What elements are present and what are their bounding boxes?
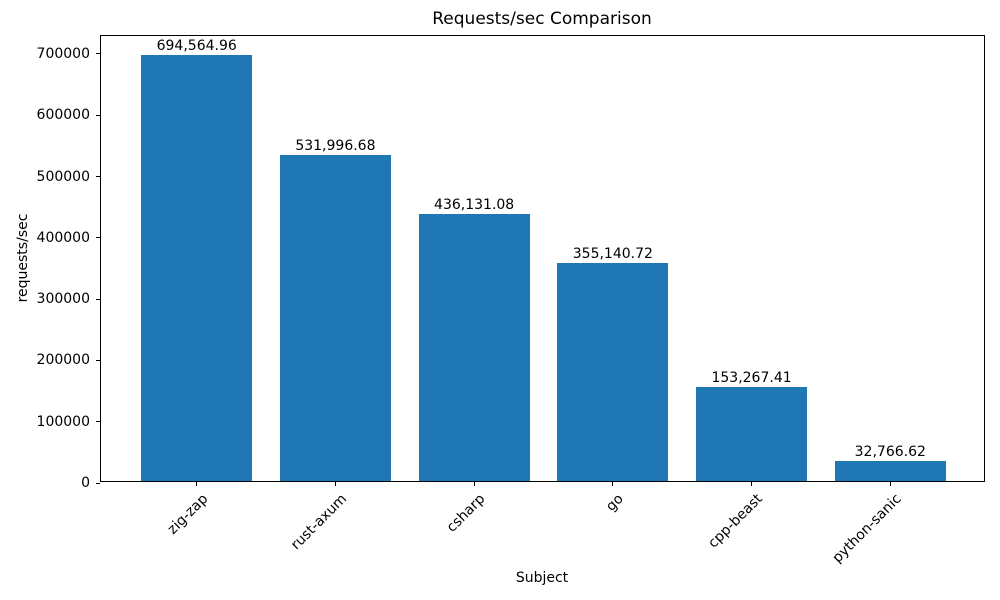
bar-rust-axum [279,154,391,481]
x-tick-label-go: go [603,491,628,515]
x-tick-label-python-sanic: python-sanic [829,491,905,567]
bar-value-label: 436,131.08 [434,196,515,213]
x-tick-label-rust-axum: rust-axum [287,491,350,554]
y-tick-label: 500000 [36,168,90,185]
y-tick-mark [96,482,100,484]
y-tick-label: 100000 [36,413,90,430]
y-tick-label: 200000 [36,352,90,369]
bar-csharp [418,213,530,481]
y-tick-label: 400000 [36,229,90,246]
x-axis-label: Subject [515,570,569,586]
bar-value-label: 694,564.96 [156,38,237,55]
bar-value-label: 153,267.41 [711,370,792,387]
y-tick-mark [96,298,100,300]
y-axis-label: requests/sec [15,213,31,303]
x-tick-mark [196,482,198,486]
x-tick-mark [751,482,753,486]
y-tick-label: 300000 [36,291,90,308]
plot-area: 0 100000 200000 300000 400000 500000 600000 700… [37,35,985,566]
bar-value-label: 355,140.72 [572,246,653,263]
x-tick-mark [612,482,614,486]
bar-python-sanic [834,460,946,481]
y-tick-mark [96,176,100,178]
y-tick-mark [96,237,100,239]
bar-zig-zap [141,55,253,481]
y-tick-mark [96,53,100,55]
x-tick-label-cpp-beast: cpp-beast [705,491,766,552]
y-tick-label: 700000 [36,45,90,62]
y-tick-mark [96,114,100,116]
y-tick-label: 600000 [36,107,90,124]
x-tick-mark [889,482,891,486]
y-tick-mark [96,421,100,423]
bar-go [557,263,669,481]
x-tick-label-zig-zap: zig-zap [164,491,212,538]
y-tick-label: 0 [81,475,90,491]
bar-cpp-beast [696,387,808,481]
x-tick-label-csharp: csharp [443,491,489,536]
x-tick-mark [334,482,336,486]
bar-value-label: 32,766.62 [854,443,926,460]
chart-title: Requests/sec Comparison [432,9,652,29]
bar-value-label: 531,996.68 [295,137,376,154]
y-tick-mark [96,359,100,361]
x-tick-mark [473,482,475,486]
